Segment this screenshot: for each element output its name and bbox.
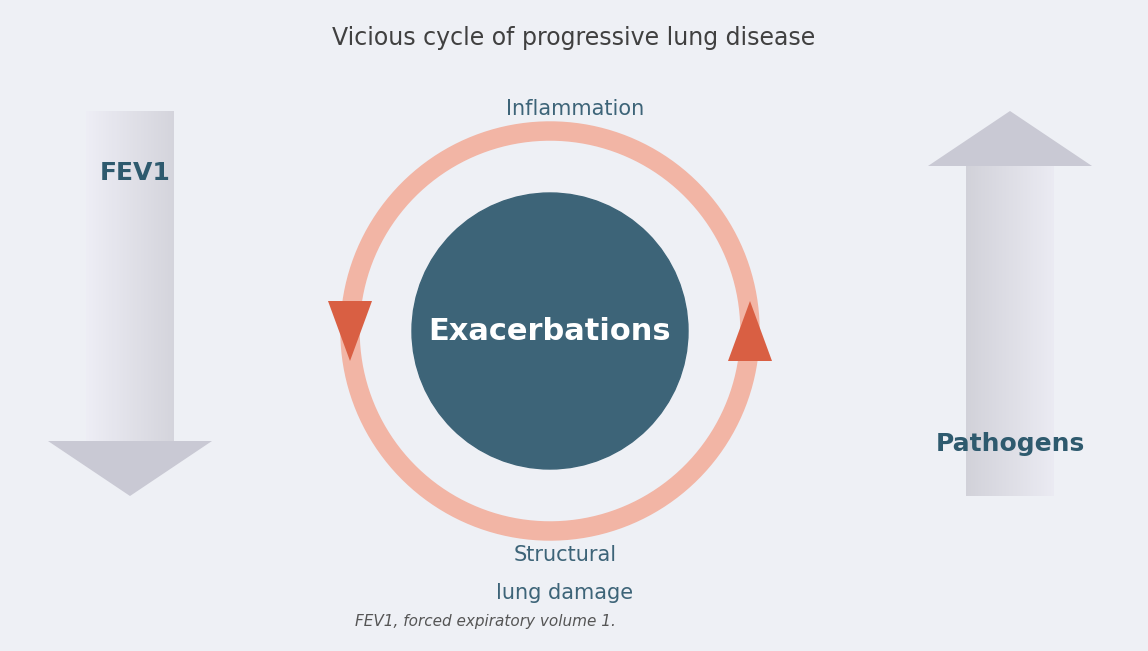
Polygon shape: [328, 301, 372, 361]
Circle shape: [412, 193, 688, 469]
Text: lung damage: lung damage: [496, 583, 634, 603]
Text: Exacerbations: Exacerbations: [428, 316, 672, 346]
Polygon shape: [48, 441, 212, 496]
Text: Pathogens: Pathogens: [936, 432, 1085, 456]
Polygon shape: [928, 111, 1092, 166]
Text: Structural: Structural: [513, 545, 616, 565]
Text: FEV1: FEV1: [100, 161, 170, 185]
Polygon shape: [728, 301, 771, 361]
Text: Inflammation: Inflammation: [506, 99, 644, 119]
Text: FEV1, forced expiratory volume 1.: FEV1, forced expiratory volume 1.: [355, 614, 615, 629]
Text: Vicious cycle of progressive lung disease: Vicious cycle of progressive lung diseas…: [333, 26, 815, 50]
